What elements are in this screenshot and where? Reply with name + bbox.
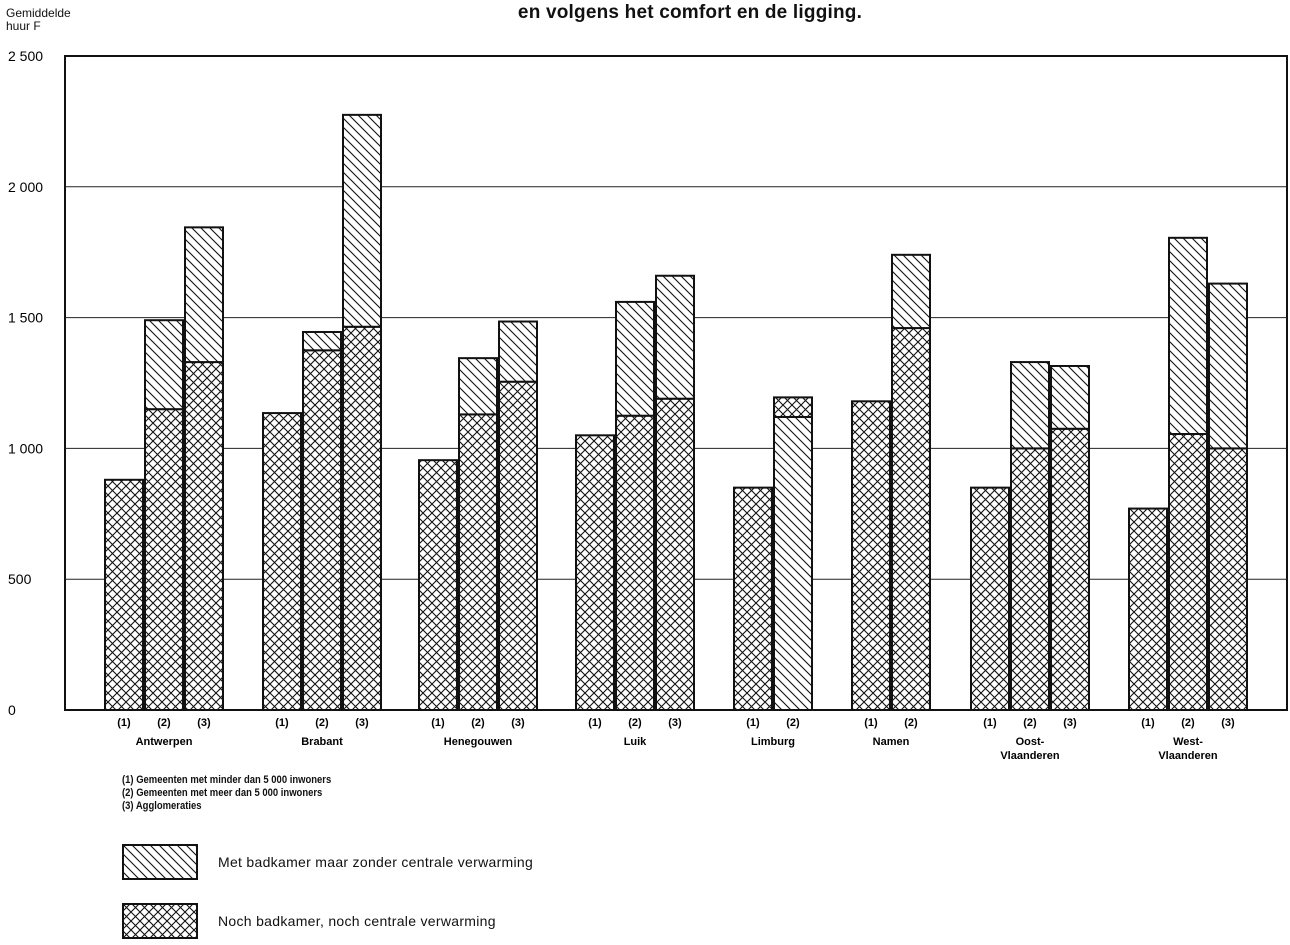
y-tick-label: 0: [8, 702, 16, 718]
x-category-label: (3): [1063, 717, 1077, 729]
x-category-label: (2): [786, 717, 800, 729]
y-tick-label: 2 500: [8, 48, 43, 64]
bar-met-segment: [891, 253, 931, 330]
bar-noch-segment: [1168, 433, 1208, 711]
y-axis-label-line2: huur F: [6, 19, 41, 33]
bar-met-segment: [773, 416, 813, 711]
bar-met-segment: [655, 274, 695, 400]
x-category-label: (2): [904, 717, 918, 729]
x-group-label: Antwerpen: [136, 736, 193, 748]
chart-title: en volgens het comfort en de ligging.: [517, 2, 863, 23]
legend-item-met: Met badkamer maar zonder centrale verwar…: [122, 843, 533, 881]
x-group-label: Limburg: [751, 736, 795, 748]
x-category-label: (3): [511, 717, 525, 729]
x-category-label: (1): [864, 717, 878, 729]
bar-noch-segment: [970, 486, 1010, 712]
bar-noch-segment: [144, 408, 184, 711]
bar-noch-segment: [458, 413, 498, 711]
x-group-label: Vlaanderen: [1000, 750, 1060, 762]
bar-noch-segment: [418, 459, 458, 711]
x-group-label: Luik: [624, 736, 647, 748]
x-group-label: West-: [1173, 736, 1203, 748]
x-category-label: (2): [1181, 717, 1195, 729]
y-axis-label-line1: Gemiddelde: [6, 6, 71, 20]
x-group-label: Brabant: [301, 736, 343, 748]
y-tick-label: 1 500: [8, 310, 43, 326]
bar-noch-segment: [104, 478, 144, 711]
footnote-2: (2) Gemeenten met meer dan 5 000 inwoner…: [122, 787, 323, 799]
legend-label-met: Met badkamer maar zonder centrale verwar…: [218, 854, 534, 870]
x-category-label: (3): [668, 717, 682, 729]
x-category-label: (2): [315, 717, 329, 729]
bar-noch-segment: [575, 434, 615, 711]
x-category-label: (1): [275, 717, 289, 729]
legend-label-noch: Noch badkamer, noch centrale verwarming: [218, 913, 496, 929]
bar-met-segment: [1208, 282, 1248, 450]
y-tick-label: 1 000: [8, 440, 43, 456]
footnote-1: (1) Gemeenten met minder dan 5 000 inwon…: [122, 774, 332, 786]
x-group-label: Henegouwen: [444, 736, 513, 748]
x-category-label: (2): [471, 717, 485, 729]
x-category-label: (2): [157, 717, 171, 729]
bar-noch-segment: [615, 414, 655, 711]
diagonal-hatch-swatch: [122, 844, 198, 880]
bar-met-segment: [302, 330, 342, 352]
legend-item-noch: Noch badkamer, noch centrale verwarming: [122, 902, 496, 940]
bar-noch-segment: [1010, 447, 1050, 711]
y-tick-label: 500: [8, 571, 32, 587]
x-category-label: (1): [431, 717, 445, 729]
x-category-label: (1): [1141, 717, 1155, 729]
bar-met-segment: [1010, 361, 1050, 450]
x-category-label: (2): [1023, 717, 1037, 729]
x-category-label: (3): [1221, 717, 1235, 729]
bar-top-segment: [773, 396, 813, 419]
bar-noch-segment: [1050, 427, 1090, 711]
bar-noch-segment: [891, 327, 931, 711]
x-category-label: (1): [117, 717, 131, 729]
x-group-label: Vlaanderen: [1158, 750, 1218, 762]
bar-met-segment: [342, 113, 382, 328]
bar-noch-segment: [262, 412, 302, 711]
x-category-label: (2): [628, 717, 642, 729]
bar-noch-segment: [733, 486, 773, 712]
x-category-label: (1): [588, 717, 602, 729]
x-category-label: (1): [983, 717, 997, 729]
x-category-label: (1): [746, 717, 760, 729]
y-tick-label: 2 000: [8, 179, 43, 195]
bar-noch-segment: [1208, 447, 1248, 711]
bar-met-segment: [1168, 236, 1208, 436]
x-category-label: (3): [355, 717, 369, 729]
bar-met-segment: [184, 226, 224, 364]
footnotes: (1) Gemeenten met minder dan 5 000 inwon…: [122, 774, 331, 813]
bar-met-segment: [458, 357, 498, 416]
cross-hatch-swatch: [122, 903, 198, 939]
bar-noch-segment: [1128, 507, 1168, 711]
x-group-label: Namen: [873, 736, 910, 748]
bar-met-segment: [498, 320, 538, 383]
bar-noch-segment: [655, 397, 695, 711]
bar-noch-segment: [342, 325, 382, 711]
bar-met-segment: [144, 319, 184, 411]
x-category-label: (3): [197, 717, 211, 729]
bar-met-segment: [615, 300, 655, 417]
footnote-3: (3) Agglomeraties: [122, 800, 202, 812]
bar-met-segment: [1050, 364, 1090, 430]
bar-noch-segment: [498, 380, 538, 711]
bar-noch-segment: [184, 361, 224, 711]
bar-noch-segment: [302, 349, 342, 711]
x-group-label: Oost-: [1016, 736, 1045, 748]
bar-noch-segment: [851, 400, 891, 711]
